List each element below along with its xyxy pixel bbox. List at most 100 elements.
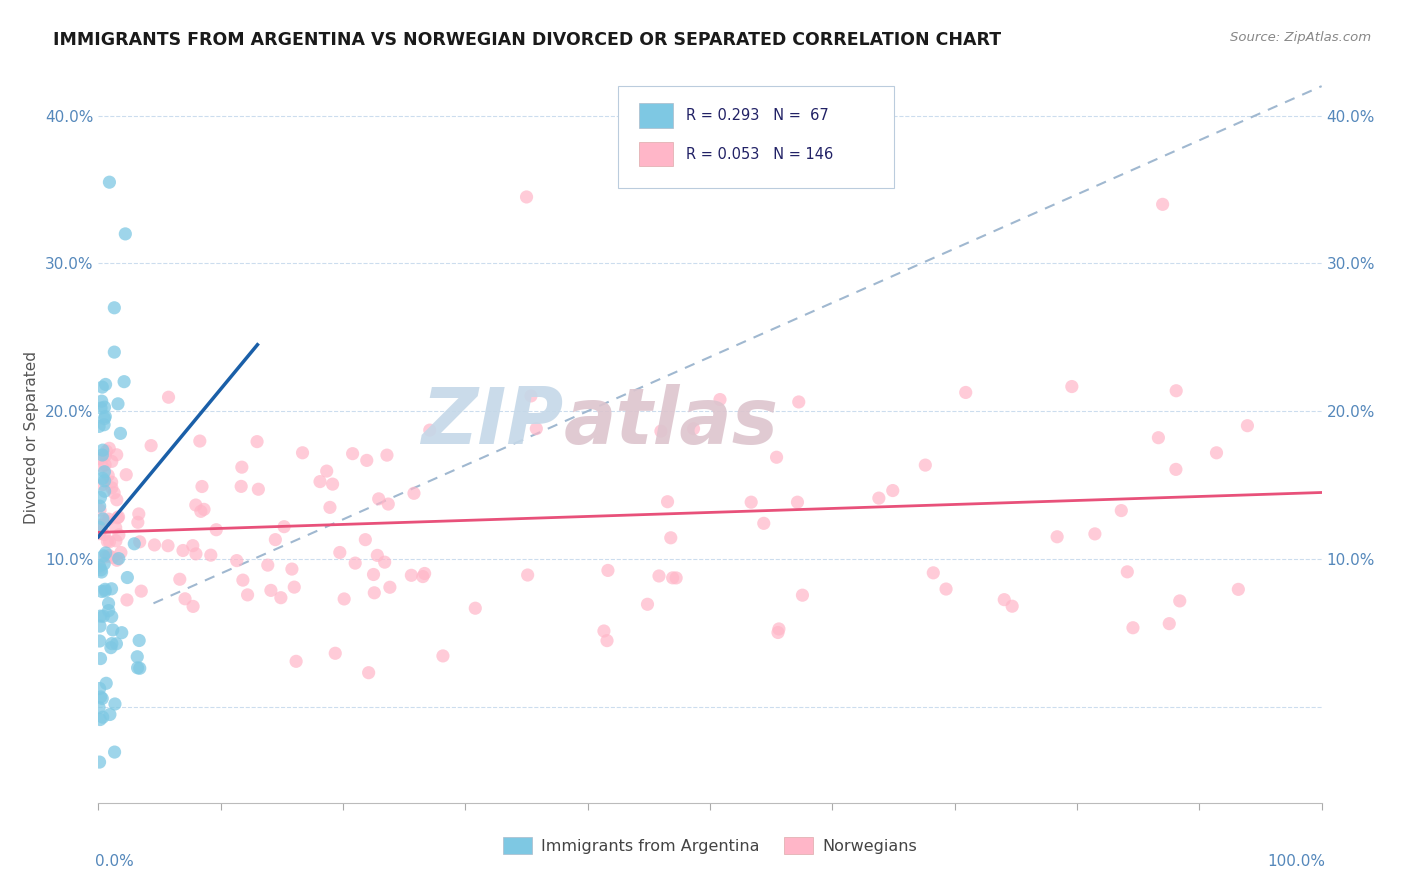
Point xyxy=(89,609,111,624)
Point xyxy=(93,474,115,488)
Point xyxy=(402,486,425,500)
Point xyxy=(143,538,166,552)
Point xyxy=(115,467,138,482)
Point xyxy=(89,451,111,466)
Point xyxy=(91,512,114,526)
Text: R = 0.293   N =  67: R = 0.293 N = 67 xyxy=(686,108,828,123)
Point xyxy=(101,637,124,651)
Point xyxy=(90,394,112,409)
Point xyxy=(740,495,762,509)
Point xyxy=(108,528,131,542)
Point xyxy=(114,227,136,241)
Point xyxy=(193,502,215,516)
Point xyxy=(94,409,117,424)
Point xyxy=(91,380,114,394)
Point xyxy=(91,710,114,724)
Point xyxy=(344,556,367,570)
Point xyxy=(174,591,197,606)
Point xyxy=(91,448,114,462)
Point xyxy=(103,485,125,500)
Point xyxy=(273,519,295,533)
Point xyxy=(97,604,120,618)
Point xyxy=(401,568,423,582)
Point xyxy=(93,484,115,499)
Point xyxy=(103,301,125,315)
Point xyxy=(181,599,204,614)
Point xyxy=(375,448,398,462)
Point xyxy=(357,665,380,680)
Point xyxy=(90,563,112,577)
Point xyxy=(91,458,114,473)
Point xyxy=(657,494,679,508)
Point xyxy=(246,434,269,449)
Point xyxy=(419,423,441,437)
Point xyxy=(596,563,619,577)
Point xyxy=(97,468,120,483)
Point xyxy=(103,745,125,759)
Text: atlas: atlas xyxy=(564,384,779,460)
Point xyxy=(112,375,135,389)
Point xyxy=(363,567,385,582)
Point xyxy=(1060,379,1083,393)
Point xyxy=(264,533,287,547)
Point xyxy=(105,492,128,507)
Point xyxy=(637,597,659,611)
Point xyxy=(115,593,138,607)
Point xyxy=(89,634,111,648)
Text: 100.0%: 100.0% xyxy=(1267,854,1326,869)
Point xyxy=(366,549,388,563)
Point xyxy=(378,580,401,594)
Point xyxy=(935,582,957,596)
Point xyxy=(89,499,111,513)
Point xyxy=(650,424,672,438)
Point xyxy=(593,624,616,638)
Point xyxy=(128,534,150,549)
Text: Source: ZipAtlas.com: Source: ZipAtlas.com xyxy=(1230,31,1371,45)
Point xyxy=(1159,616,1181,631)
Point xyxy=(117,570,139,584)
Point xyxy=(281,562,304,576)
Point xyxy=(89,713,111,727)
Point xyxy=(184,498,207,512)
Point xyxy=(356,453,378,467)
Point xyxy=(89,619,111,633)
Point xyxy=(94,546,117,560)
Text: R = 0.053   N = 146: R = 0.053 N = 146 xyxy=(686,146,832,161)
Point xyxy=(1168,594,1191,608)
Point xyxy=(90,565,112,579)
Point xyxy=(256,558,278,573)
Point xyxy=(96,676,118,690)
Point xyxy=(93,417,115,432)
Point xyxy=(94,449,117,463)
Point xyxy=(191,479,214,493)
Point xyxy=(101,550,124,565)
Point xyxy=(1236,418,1258,433)
Point xyxy=(90,401,112,415)
Point xyxy=(93,527,115,541)
Point xyxy=(89,755,111,769)
Point xyxy=(1205,446,1227,460)
Point xyxy=(868,491,890,505)
Point xyxy=(236,588,259,602)
Point xyxy=(104,533,127,548)
Point xyxy=(90,690,112,704)
Point xyxy=(107,510,129,524)
Point xyxy=(98,175,121,189)
Point xyxy=(1122,621,1144,635)
Point xyxy=(157,390,180,404)
Point xyxy=(914,458,936,472)
Point xyxy=(156,539,179,553)
Point xyxy=(648,569,671,583)
Point xyxy=(98,549,121,563)
Point xyxy=(993,592,1015,607)
FancyBboxPatch shape xyxy=(640,142,673,167)
Point xyxy=(516,568,538,582)
Point xyxy=(205,523,228,537)
Point xyxy=(107,397,129,411)
Point xyxy=(94,582,117,597)
Point xyxy=(1084,527,1107,541)
Point xyxy=(89,681,111,696)
Point xyxy=(93,411,115,425)
Point xyxy=(354,533,377,547)
Point xyxy=(231,460,253,475)
